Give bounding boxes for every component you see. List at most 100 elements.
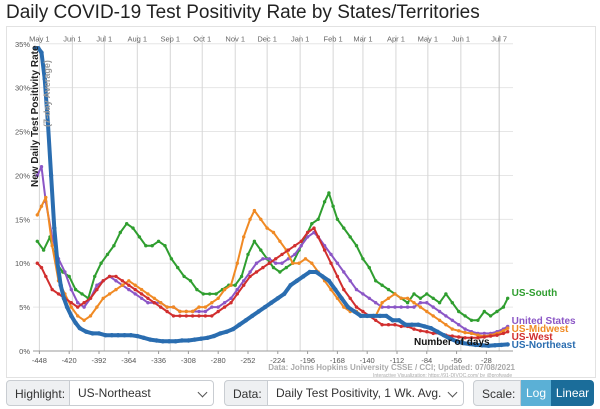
data-point (239, 274, 244, 279)
series-line (36, 196, 509, 338)
data-point (374, 301, 378, 305)
data-point (173, 339, 178, 344)
data-point (469, 336, 474, 340)
data-point (152, 301, 156, 305)
data-point (50, 287, 54, 292)
data-point (190, 314, 195, 318)
data-point (235, 287, 239, 292)
data-point (39, 265, 44, 270)
data-point (303, 257, 308, 261)
data-point (425, 301, 429, 305)
data-point (457, 335, 461, 339)
data-point (76, 314, 80, 318)
data-point (237, 322, 242, 327)
data-point (90, 331, 95, 336)
data-point (393, 292, 397, 296)
data-point (88, 314, 93, 318)
data-point (284, 265, 288, 270)
data-point (261, 265, 265, 270)
data-point (122, 333, 127, 338)
month-label: Apr 1 (387, 35, 405, 44)
data-point (82, 301, 86, 305)
data-point (242, 283, 246, 287)
data-point (412, 327, 416, 331)
x-tick-label: -168 (330, 356, 345, 365)
line-chart[interactable]: 0%5%10%15%20%25%30%35%May 1 Jun 1 Jul 1 Aug… (7, 27, 595, 377)
data-point (499, 342, 504, 348)
data-point (476, 333, 480, 337)
data-point (101, 279, 105, 283)
data-point (261, 257, 265, 261)
data-point (45, 120, 51, 126)
data-point (361, 292, 365, 296)
data-point (435, 329, 440, 334)
controls-bar: Highlight: US-Northeast Data: Daily Test… (6, 380, 594, 408)
data-point (93, 274, 97, 279)
scale-linear-button[interactable]: Linear (551, 380, 594, 406)
data-point (159, 301, 163, 305)
data-point (342, 287, 346, 292)
data-point (361, 309, 365, 314)
month-label: May 1 (29, 35, 49, 44)
data-point (416, 322, 421, 327)
data-point (109, 333, 115, 338)
data-point (348, 279, 352, 283)
data-point (77, 326, 83, 331)
data-point (280, 252, 284, 257)
data-point (326, 278, 332, 283)
data-point (335, 217, 340, 221)
x-tick-label: -140 (360, 356, 375, 365)
data-point (348, 296, 352, 300)
data-point (291, 261, 295, 265)
data-point (393, 323, 397, 327)
data-point (312, 226, 316, 230)
data-point (305, 230, 310, 235)
data-point (457, 323, 461, 327)
data-point (229, 296, 233, 300)
highlight-select[interactable]: US-Northeast (70, 380, 214, 406)
data-point (335, 274, 340, 279)
month-label: Jul 7 (491, 35, 507, 44)
series-end-label: US-Northeast (512, 340, 577, 351)
data-point (488, 314, 493, 318)
data-point (39, 50, 44, 55)
data-point (365, 313, 370, 319)
data-point (156, 239, 161, 243)
data-point (69, 305, 73, 309)
data-point (88, 296, 93, 300)
data-point (127, 283, 131, 287)
data-point (431, 314, 435, 318)
data-point (450, 327, 454, 331)
data-select[interactable]: Daily Test Positivity, 1 Wk. Avg. (268, 380, 464, 406)
data-point (141, 335, 146, 340)
data-point (144, 244, 148, 248)
x-tick-label: -224 (270, 356, 285, 365)
y-tick-label: 25% (15, 128, 30, 137)
page-title: Daily COVID-19 Test Positivity Rate by S… (6, 2, 480, 23)
data-point (222, 305, 227, 309)
data-point (101, 296, 105, 300)
data-point (44, 195, 48, 200)
data-point (380, 283, 384, 287)
data-point (390, 318, 395, 323)
y-axis-title: New Daily Test Positivity Rate (30, 45, 41, 187)
data-point (506, 326, 510, 330)
data-point (262, 304, 268, 310)
data-point (120, 283, 125, 287)
data-point (114, 274, 118, 279)
data-select-value: Daily Test Positivity, 1 Wk. Avg. (276, 386, 442, 400)
data-point (203, 305, 208, 309)
credit-note: Interactive Visualization: https://91-DI… (373, 373, 515, 377)
data-point (169, 257, 174, 261)
scale-log-button[interactable]: Log (521, 380, 551, 406)
month-label: Oct 1 (193, 35, 211, 44)
data-point (229, 301, 233, 305)
data-point (160, 339, 165, 344)
data-point (467, 341, 472, 347)
month-label: Jul 1 (96, 35, 112, 44)
data-point (248, 217, 252, 221)
data-point (178, 309, 182, 314)
data-point (222, 301, 227, 305)
series-end-label: US-Midwest (512, 324, 569, 335)
data-point (299, 244, 303, 248)
